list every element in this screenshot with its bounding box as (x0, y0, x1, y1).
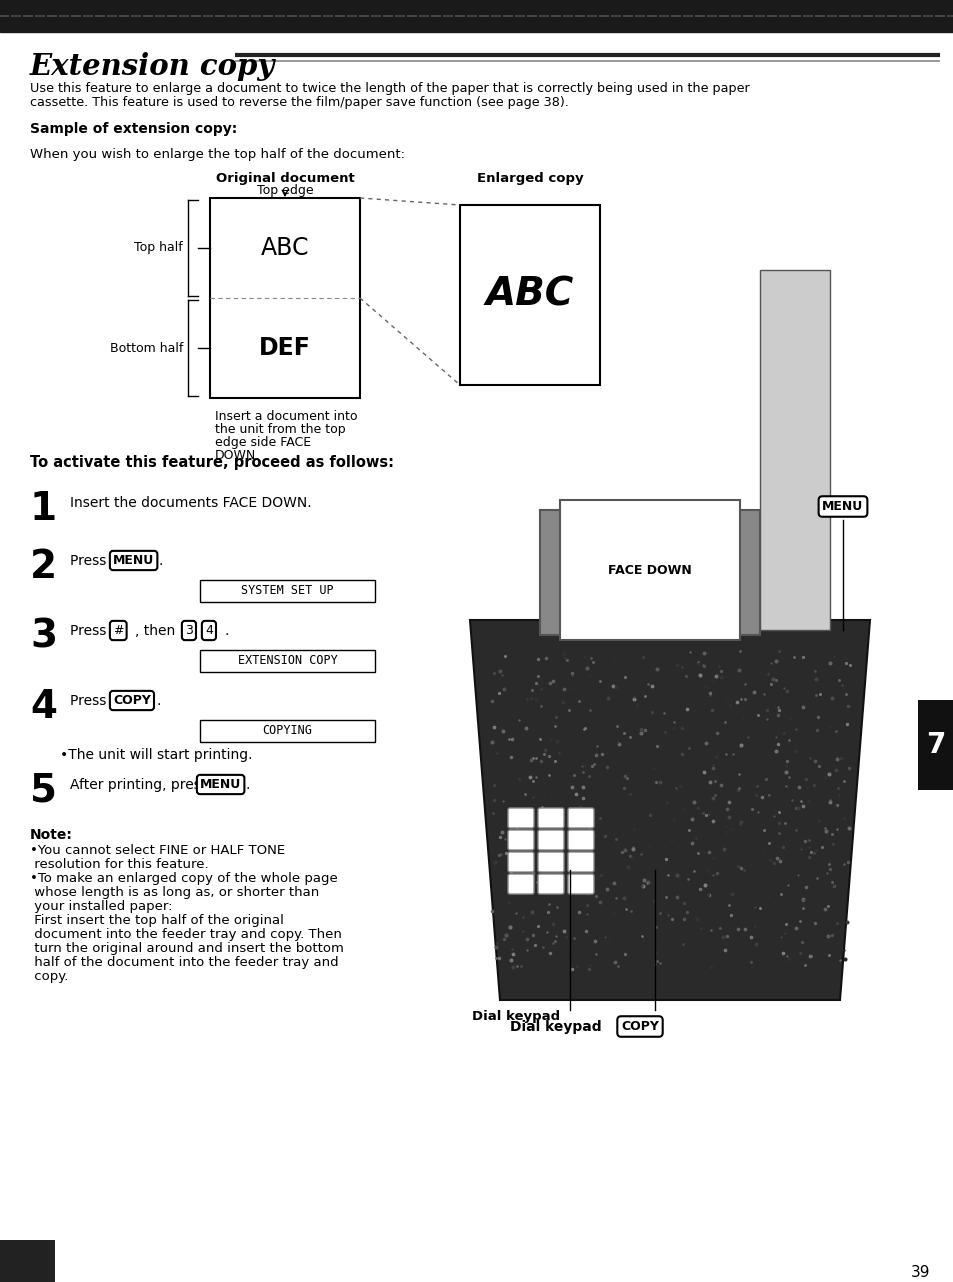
Text: Insert the documents FACE DOWN.: Insert the documents FACE DOWN. (70, 496, 312, 510)
Text: your installed paper:: your installed paper: (30, 900, 172, 913)
Text: DOWN.: DOWN. (214, 449, 260, 462)
Text: .: . (225, 624, 229, 638)
Text: To activate this feature, proceed as follows:: To activate this feature, proceed as fol… (30, 455, 394, 470)
Text: FACE DOWN: FACE DOWN (607, 564, 691, 577)
Text: Dial keypad: Dial keypad (510, 1020, 601, 1035)
Text: whose length is as long as, or shorter than: whose length is as long as, or shorter t… (30, 886, 319, 899)
FancyBboxPatch shape (567, 853, 594, 872)
Text: SYSTEM SET UP: SYSTEM SET UP (241, 585, 334, 597)
Bar (200, 579, 375, 603)
FancyBboxPatch shape (567, 808, 594, 828)
Text: COPYING: COPYING (262, 724, 313, 737)
Text: •The unit will start printing.: •The unit will start printing. (60, 747, 253, 762)
Text: 3: 3 (185, 624, 193, 637)
Bar (200, 720, 375, 742)
Text: COPY: COPY (620, 1020, 659, 1033)
Text: 3: 3 (30, 618, 57, 656)
Bar (559, 500, 740, 640)
Text: .: . (159, 554, 163, 568)
Text: First insert the top half of the original: First insert the top half of the origina… (30, 914, 284, 927)
FancyBboxPatch shape (537, 874, 563, 894)
Text: •To make an enlarged copy of the whole page: •To make an enlarged copy of the whole p… (30, 872, 337, 885)
Text: ABC: ABC (485, 276, 574, 314)
Text: Dial keypad: Dial keypad (472, 1010, 559, 1023)
Text: #: # (112, 624, 123, 637)
Text: MENU: MENU (112, 554, 154, 567)
FancyBboxPatch shape (537, 829, 563, 850)
Text: After printing, press: After printing, press (70, 778, 213, 792)
FancyBboxPatch shape (507, 829, 534, 850)
FancyBboxPatch shape (507, 874, 534, 894)
Text: 4: 4 (205, 624, 213, 637)
Text: EXTENSION COPY: EXTENSION COPY (237, 655, 337, 668)
Text: ABC: ABC (260, 236, 309, 260)
FancyBboxPatch shape (507, 808, 534, 828)
Bar (459, 205, 599, 385)
Text: COPY: COPY (112, 694, 151, 706)
Text: 1: 1 (30, 490, 57, 528)
Bar (917, 700, 953, 790)
Text: the unit from the top: the unit from the top (214, 423, 345, 436)
Text: Bottom half: Bottom half (110, 341, 183, 355)
Text: 5: 5 (30, 772, 57, 810)
FancyBboxPatch shape (567, 829, 594, 850)
Text: Note:: Note: (30, 828, 72, 842)
FancyBboxPatch shape (507, 853, 534, 872)
Text: Enlarged copy: Enlarged copy (476, 172, 582, 185)
Text: •You cannot select FINE or HALF TONE: •You cannot select FINE or HALF TONE (30, 844, 285, 856)
Text: DEF: DEF (259, 336, 311, 360)
Polygon shape (0, 1240, 55, 1282)
Text: , then: , then (135, 624, 179, 638)
Polygon shape (470, 620, 869, 1000)
Text: MENU: MENU (200, 778, 241, 791)
Text: 7: 7 (925, 731, 944, 759)
Text: .: . (246, 778, 250, 792)
Text: When you wish to enlarge the top half of the document:: When you wish to enlarge the top half of… (30, 147, 405, 162)
Text: Press: Press (70, 694, 111, 708)
Text: Press: Press (70, 624, 111, 638)
Bar (0, 0, 953, 32)
Text: resolution for this feature.: resolution for this feature. (30, 858, 209, 870)
Bar (760, 271, 829, 629)
FancyBboxPatch shape (567, 874, 594, 894)
Bar (210, 197, 359, 397)
Text: Insert a document into: Insert a document into (214, 410, 357, 423)
Text: MENU: MENU (821, 500, 862, 513)
Polygon shape (539, 510, 760, 635)
Text: .: . (157, 694, 161, 708)
Text: Original document: Original document (215, 172, 354, 185)
Text: Sample of extension copy:: Sample of extension copy: (30, 122, 237, 136)
Text: copy.: copy. (30, 970, 69, 983)
Text: 39: 39 (909, 1265, 929, 1279)
Text: Extension copy: Extension copy (30, 53, 275, 81)
Text: cassette. This feature is used to reverse the film/paper save function (see page: cassette. This feature is used to revers… (30, 96, 568, 109)
Text: half of the document into the feeder tray and: half of the document into the feeder tra… (30, 956, 338, 969)
FancyBboxPatch shape (537, 853, 563, 872)
Text: Use this feature to enlarge a document to twice the length of the paper that is : Use this feature to enlarge a document t… (30, 82, 749, 95)
Text: edge side FACE: edge side FACE (214, 436, 311, 449)
FancyBboxPatch shape (537, 808, 563, 828)
Text: 2: 2 (30, 547, 57, 586)
Text: Top half: Top half (134, 241, 183, 255)
Text: Top edge: Top edge (256, 185, 313, 197)
Text: 4: 4 (30, 688, 57, 726)
Text: document into the feeder tray and copy. Then: document into the feeder tray and copy. … (30, 928, 341, 941)
Text: Press: Press (70, 554, 111, 568)
Text: turn the original around and insert the bottom: turn the original around and insert the … (30, 942, 343, 955)
Bar (200, 650, 375, 672)
